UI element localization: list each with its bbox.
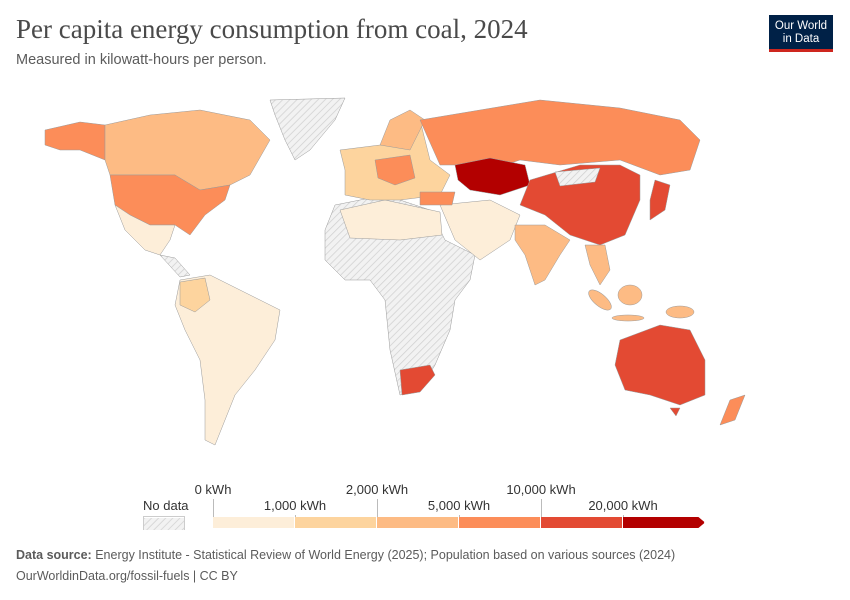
legend-label-top: 2,000 kWh [345, 482, 409, 497]
legend-bin[interactable] [295, 517, 377, 528]
legend-bin[interactable] [623, 517, 705, 528]
country-indonesia-sumatra[interactable] [585, 286, 614, 313]
source-label: Data source: [16, 548, 92, 562]
country-alaska[interactable] [44, 121, 106, 161]
region-scandinavia[interactable] [379, 109, 426, 151]
country-mongolia[interactable] [554, 167, 601, 187]
region-southeast-asia[interactable] [584, 244, 611, 286]
country-new-zealand[interactable] [719, 394, 746, 426]
region-south-america[interactable] [174, 274, 281, 446]
chart-title: Per capita energy consumption from coal,… [16, 14, 528, 44]
legend-bin[interactable] [541, 517, 623, 528]
chart-subtitle: Measured in kilowatt-hours per person. [16, 52, 267, 68]
legend-bin[interactable] [459, 517, 541, 528]
source-text: Energy Institute - Statistical Review of… [91, 548, 676, 562]
legend-tick [213, 499, 214, 517]
legend-tick [377, 499, 378, 517]
legend-label-bottom: 5,000 kWh [427, 498, 491, 513]
country-indonesia-papua[interactable] [665, 305, 695, 319]
legend-label-top: 0 kWh [194, 482, 232, 497]
legend-tick [541, 499, 542, 517]
country-australia[interactable] [614, 324, 706, 406]
country-tasmania[interactable] [669, 407, 681, 417]
legend-tick [459, 515, 460, 517]
country-turkey[interactable] [419, 191, 456, 206]
country-kazakhstan[interactable] [454, 157, 531, 196]
legend-no-data-swatch [143, 516, 185, 530]
region-middle-east[interactable] [439, 199, 521, 261]
data-source: Data source: Energy Institute - Statisti… [16, 548, 675, 562]
region-central-america[interactable] [159, 254, 191, 278]
world-map[interactable] [0, 90, 850, 470]
legend-label-bottom: 20,000 kWh [588, 498, 658, 513]
legend-bin[interactable] [377, 517, 459, 528]
legend-no-data-label: No data [143, 498, 189, 513]
logo-text: Our World in Data [774, 20, 828, 45]
country-indonesia-java[interactable] [611, 314, 645, 322]
legend-tick [295, 515, 296, 517]
url-license[interactable]: OurWorldinData.org/fossil-fuels | CC BY [16, 569, 238, 583]
owid-logo[interactable]: Our World in Data [769, 15, 833, 52]
country-canada[interactable] [104, 109, 271, 191]
legend-label-bottom: 1,000 kWh [263, 498, 327, 513]
country-greenland[interactable] [269, 97, 346, 161]
country-china[interactable] [519, 164, 641, 246]
country-colombia[interactable] [179, 277, 211, 313]
region-central-europe[interactable] [374, 154, 416, 186]
country-mexico[interactable] [114, 204, 176, 256]
country-south-africa[interactable] [399, 364, 436, 396]
legend-tick [623, 515, 624, 517]
legend-bin[interactable] [213, 517, 295, 528]
legend-label-top: 10,000 kWh [506, 482, 576, 497]
country-japan[interactable] [649, 179, 671, 221]
country-india[interactable] [514, 224, 571, 286]
country-indonesia-borneo[interactable] [617, 284, 643, 306]
